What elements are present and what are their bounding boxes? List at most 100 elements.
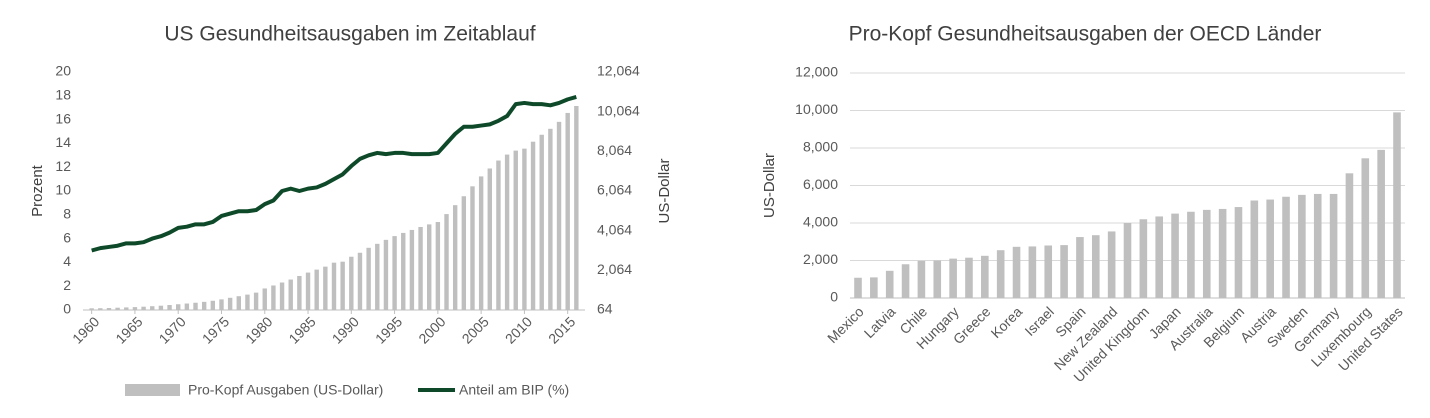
- bar: [141, 306, 146, 310]
- y2-tick-label: 12,064: [597, 63, 640, 79]
- y-tick-label: 4: [63, 253, 71, 269]
- y-axis-label: Prozent: [29, 164, 46, 217]
- bar: [297, 275, 302, 310]
- bar: [124, 307, 129, 310]
- bar: [1345, 173, 1354, 298]
- bar: [288, 279, 293, 310]
- bar: [98, 308, 103, 310]
- bar: [1139, 219, 1148, 298]
- x-tick-label: 1965: [112, 313, 145, 346]
- y-tick-label: 10,000: [795, 101, 838, 117]
- chart-title: US Gesundheitsausgaben im Zeitablauf: [164, 23, 535, 46]
- bar: [1218, 208, 1227, 298]
- bar: [227, 297, 233, 310]
- bar: [504, 154, 510, 310]
- y-tick-label: 20: [55, 63, 71, 79]
- bar: [401, 232, 406, 310]
- x-tick-label: 1980: [242, 313, 275, 346]
- bar: [201, 301, 207, 310]
- y-axis-label: US-Dollar: [761, 153, 778, 218]
- bar: [1044, 245, 1053, 298]
- bar: [150, 306, 155, 310]
- x-tick-label: 1960: [69, 313, 102, 346]
- y-tick-label: 4,000: [803, 214, 838, 230]
- y-tick-label: 2,000: [803, 251, 838, 267]
- bar: [340, 261, 345, 310]
- x-tick-label: Israel: [1021, 303, 1057, 339]
- bar: [1329, 193, 1338, 298]
- bar: [981, 255, 989, 298]
- bar: [996, 250, 1005, 298]
- legend-label: Anteil am BIP (%): [459, 382, 569, 398]
- y-tick-label: 0: [63, 301, 71, 317]
- x-tick-label: 2005: [459, 313, 492, 346]
- bar: [885, 270, 894, 298]
- y-tick-label: 6: [63, 229, 71, 245]
- bar: [487, 168, 492, 310]
- bar: [210, 300, 216, 310]
- bar: [383, 239, 389, 310]
- bar: [949, 258, 957, 298]
- bar: [106, 307, 112, 310]
- y-tick-label: 8: [63, 206, 71, 222]
- bar: [539, 134, 544, 310]
- bar: [901, 264, 910, 298]
- bar: [409, 229, 415, 310]
- y-tick-label: 16: [55, 110, 71, 126]
- line: [91, 95, 577, 253]
- bar: [444, 214, 449, 310]
- bar: [176, 304, 181, 310]
- bar: [158, 305, 164, 310]
- bar: [89, 308, 94, 310]
- bar: [245, 294, 250, 310]
- bar: [305, 272, 311, 310]
- x-tick-label: 2000: [415, 313, 448, 346]
- bar: [1187, 211, 1195, 298]
- bar: [1202, 209, 1211, 298]
- bar: [115, 307, 120, 310]
- y-tick-label: 18: [55, 87, 71, 103]
- bar: [1377, 149, 1385, 298]
- x-tick-label: 2015: [545, 313, 578, 346]
- bar: [193, 302, 198, 310]
- bar: [236, 296, 241, 310]
- bar: [219, 299, 224, 310]
- bar: [271, 285, 276, 310]
- bar: [933, 260, 942, 298]
- bar: [331, 262, 337, 310]
- chart-title: Pro-Kopf Gesundheitsausgaben der OECD Lä…: [849, 23, 1322, 46]
- bar: [565, 112, 570, 310]
- bar: [262, 288, 267, 310]
- bar: [375, 243, 380, 310]
- y-tick-label: 14: [55, 134, 71, 150]
- bar: [167, 305, 172, 310]
- x-tick-label: Latvia: [861, 303, 899, 341]
- bar: [1076, 237, 1084, 298]
- bar: [452, 205, 458, 310]
- bar: [1393, 112, 1401, 298]
- bar: [917, 260, 926, 298]
- bar: [1250, 200, 1259, 298]
- y-tick-label: 8,000: [803, 139, 838, 155]
- bar: [1060, 245, 1068, 298]
- bar: [253, 292, 259, 310]
- y2-tick-label: 2,064: [597, 261, 632, 277]
- bar: [366, 247, 371, 310]
- bar: [132, 307, 138, 310]
- bar: [1313, 193, 1322, 298]
- bar: [556, 121, 562, 311]
- y-tick-label: 12,000: [795, 64, 838, 80]
- x-tick-label: 1970: [156, 313, 189, 346]
- bar: [1123, 223, 1132, 298]
- bar: [184, 303, 190, 310]
- bar: [965, 257, 973, 298]
- y2-tick-label: 4,064: [597, 221, 632, 237]
- bar: [574, 105, 579, 311]
- bar: [854, 277, 862, 298]
- bar: [522, 148, 527, 310]
- y-tick-label: 12: [55, 158, 71, 174]
- bar: [1234, 207, 1243, 298]
- y-tick-label: 6,000: [803, 176, 838, 192]
